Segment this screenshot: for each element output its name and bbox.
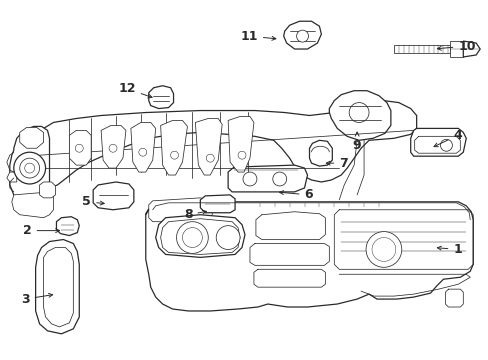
Polygon shape (200, 195, 235, 213)
Polygon shape (309, 140, 332, 166)
Polygon shape (34, 100, 416, 188)
Circle shape (14, 152, 45, 184)
Circle shape (139, 148, 146, 156)
Polygon shape (228, 117, 253, 172)
Polygon shape (148, 198, 212, 222)
Circle shape (176, 222, 208, 253)
Text: 4: 4 (433, 129, 461, 147)
Polygon shape (155, 215, 244, 257)
Circle shape (206, 154, 214, 162)
Polygon shape (43, 247, 73, 327)
Polygon shape (7, 172, 17, 182)
Circle shape (25, 163, 35, 173)
Polygon shape (131, 122, 155, 172)
Circle shape (75, 144, 83, 152)
Circle shape (216, 226, 240, 249)
Text: 9: 9 (352, 132, 361, 152)
Text: 5: 5 (82, 195, 104, 208)
Polygon shape (145, 202, 472, 311)
Polygon shape (45, 275, 71, 305)
Polygon shape (101, 125, 126, 168)
Polygon shape (393, 45, 449, 53)
Text: 3: 3 (21, 293, 53, 306)
Polygon shape (40, 182, 55, 198)
Polygon shape (449, 41, 462, 57)
Polygon shape (161, 219, 240, 255)
Polygon shape (69, 130, 91, 165)
Circle shape (182, 228, 202, 247)
Polygon shape (161, 121, 187, 175)
Text: 8: 8 (183, 208, 206, 221)
Text: 1: 1 (436, 243, 461, 256)
Polygon shape (228, 165, 307, 192)
Polygon shape (328, 91, 390, 140)
Circle shape (20, 158, 40, 178)
Circle shape (296, 30, 308, 42)
Circle shape (348, 103, 368, 122)
Text: 11: 11 (240, 30, 275, 42)
Polygon shape (12, 192, 53, 218)
Polygon shape (462, 41, 479, 57)
Polygon shape (283, 21, 321, 49)
Circle shape (109, 144, 117, 152)
Circle shape (238, 151, 245, 159)
Polygon shape (10, 126, 49, 202)
Circle shape (371, 238, 395, 261)
Polygon shape (20, 127, 43, 148)
Circle shape (366, 231, 401, 267)
Polygon shape (36, 239, 79, 334)
Text: 7: 7 (325, 157, 347, 170)
Text: 10: 10 (436, 40, 475, 53)
Polygon shape (195, 118, 222, 175)
Circle shape (272, 172, 286, 186)
Polygon shape (410, 129, 466, 156)
Polygon shape (148, 86, 173, 109)
Text: 6: 6 (279, 188, 312, 201)
Polygon shape (56, 217, 79, 235)
Text: 2: 2 (23, 224, 60, 237)
Circle shape (243, 172, 256, 186)
Circle shape (440, 139, 451, 151)
Text: 12: 12 (118, 82, 152, 98)
Polygon shape (93, 182, 134, 210)
Circle shape (170, 151, 178, 159)
